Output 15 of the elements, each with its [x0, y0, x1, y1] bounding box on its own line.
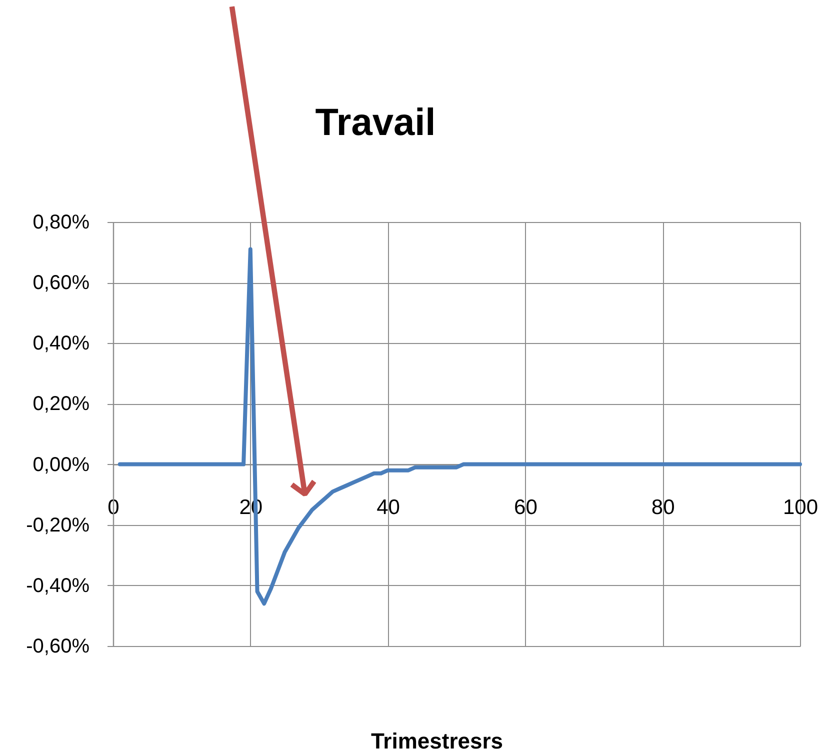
x-tick-label: 40 — [376, 496, 400, 519]
y-tick-label: -0,60% — [26, 636, 90, 658]
x-axis-title: Trimestresrs — [370, 728, 504, 754]
y-tick-label: -0,40% — [26, 574, 90, 597]
y-tick-label: 0,60% — [32, 272, 90, 294]
chart-title: Travail — [315, 102, 436, 144]
y-tick-label: 0,00% — [32, 454, 90, 476]
x-tick-label: 0 — [108, 496, 120, 519]
x-tick-label: 80 — [651, 496, 675, 519]
x-tick-label: 100 — [782, 496, 818, 519]
y-tick-label: 0,80% — [32, 212, 90, 234]
x-tick-label: 60 — [514, 496, 538, 519]
y-tick-label: 0,20% — [32, 393, 90, 416]
y-tick-label: -0,20% — [26, 514, 90, 536]
y-tick-label: 0,40% — [32, 332, 90, 355]
